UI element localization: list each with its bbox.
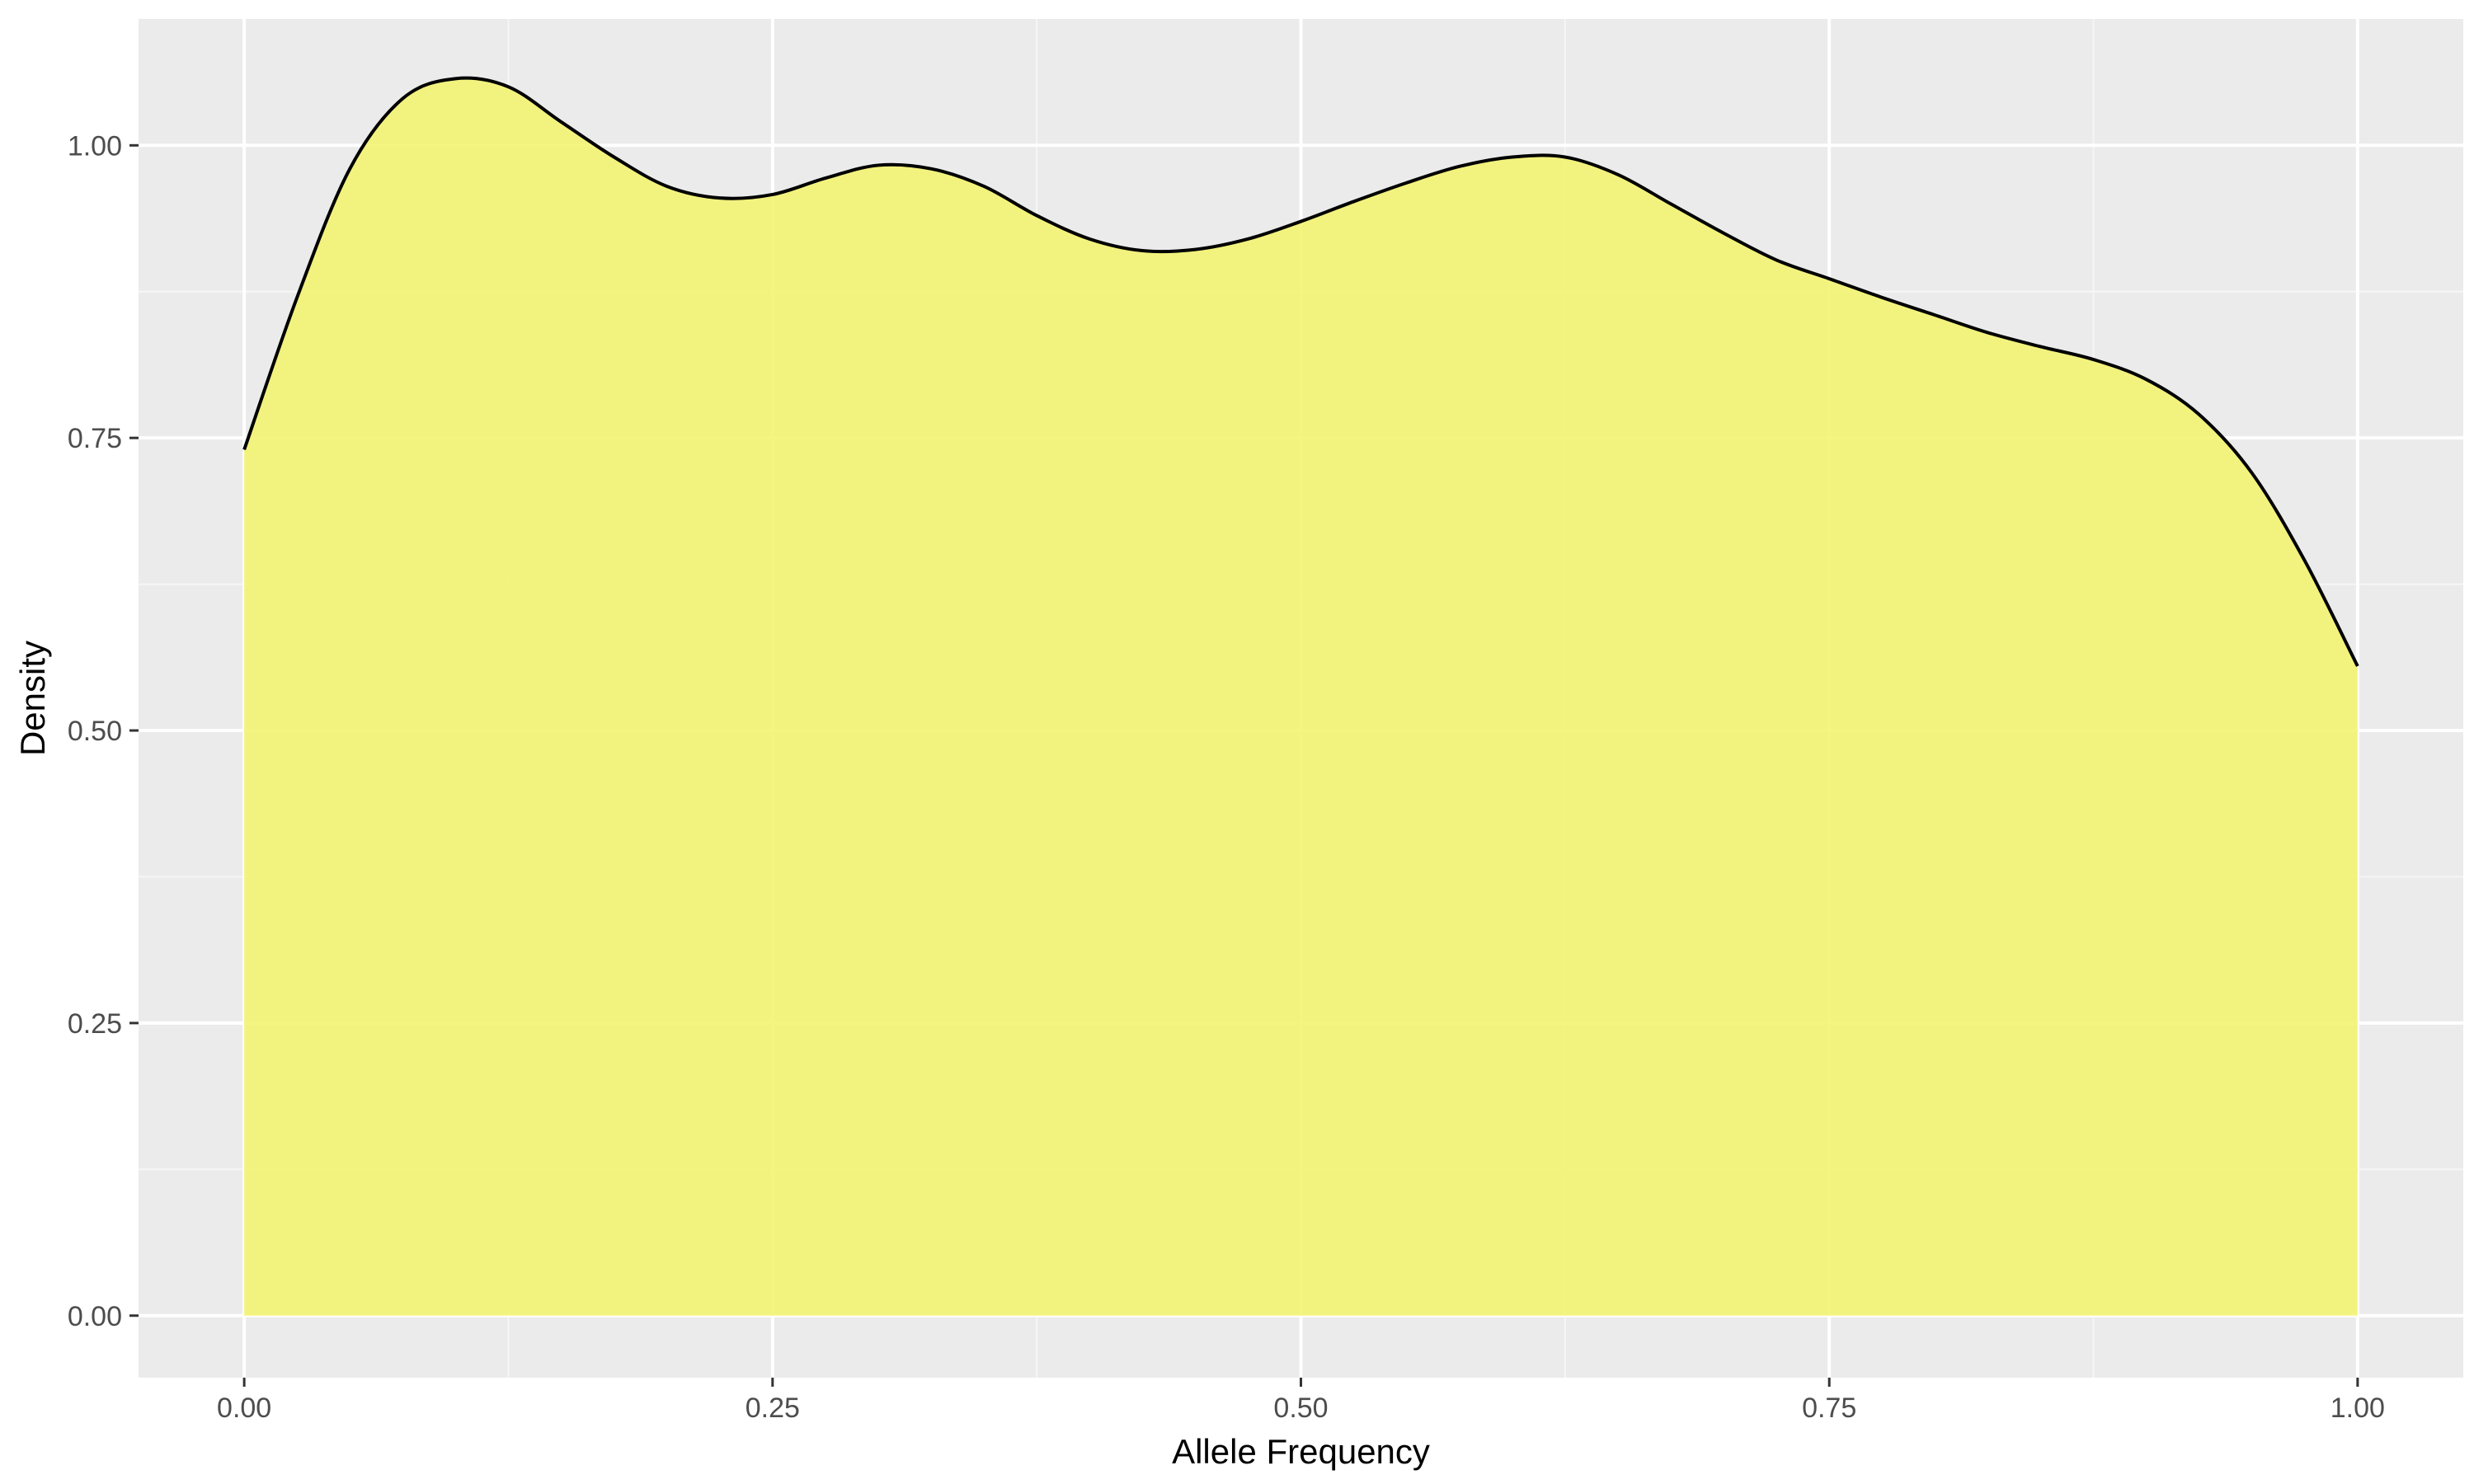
x-tick-labels: 0.00 0.25 0.50 0.75 1.00: [217, 1392, 2385, 1424]
y-tick-label: 1.00: [68, 130, 122, 162]
x-tick-label: 0.00: [217, 1392, 271, 1424]
x-tick-label: 0.50: [1273, 1392, 1328, 1424]
density-area-layer: [242, 76, 2359, 1316]
density-area: [244, 77, 2358, 1316]
y-tick-labels: 0.00 0.25 0.50 0.75 1.00: [68, 130, 122, 1331]
y-tick-label: 0.75: [68, 423, 122, 454]
y-tick-label: 0.00: [68, 1301, 122, 1332]
y-axis-title: Density: [13, 641, 52, 756]
x-tick-label: 0.75: [1802, 1392, 1856, 1424]
density-line: [242, 76, 2359, 667]
x-axis-title: Allele Frequency: [1172, 1432, 1430, 1471]
x-tick-label: 1.00: [2331, 1392, 2385, 1424]
y-tick-label: 0.25: [68, 1008, 122, 1040]
x-tick-label: 0.25: [745, 1392, 800, 1424]
y-tick-label: 0.50: [68, 716, 122, 747]
axis-ticks: [129, 143, 2359, 1387]
